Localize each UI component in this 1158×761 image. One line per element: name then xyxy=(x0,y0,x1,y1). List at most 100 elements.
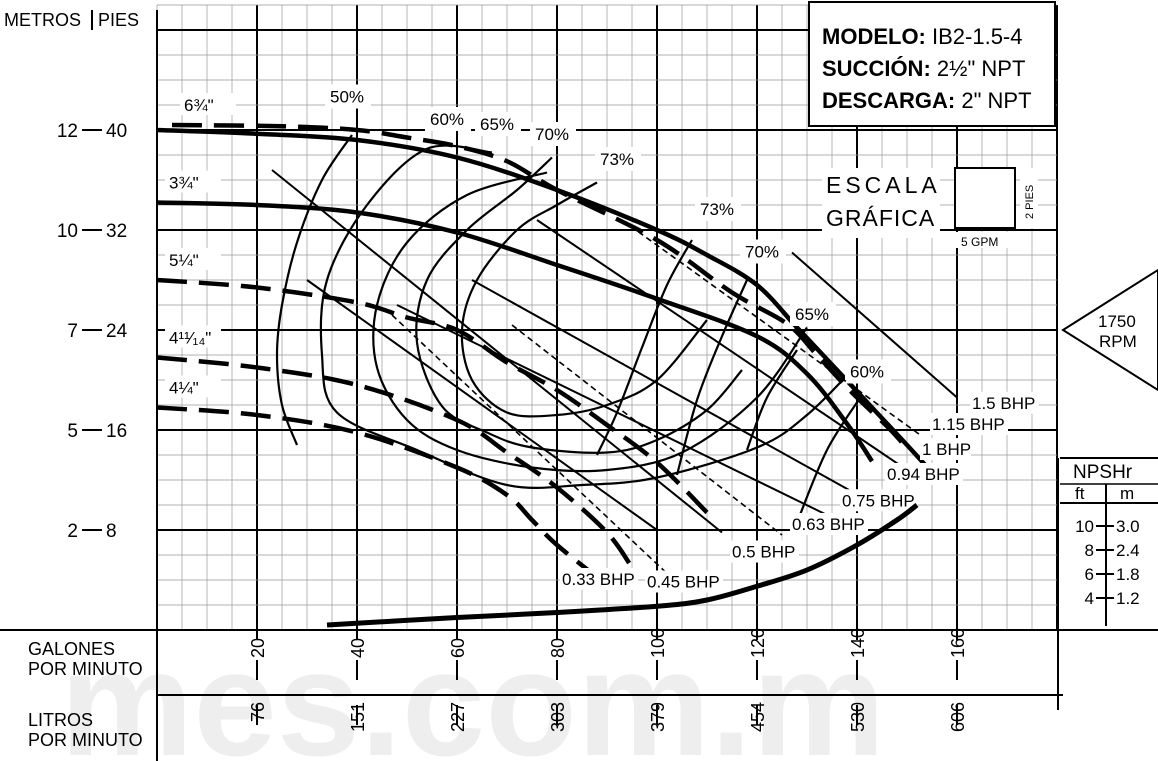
impeller-curve-line xyxy=(156,355,634,569)
efficiency-curves: 50% 60% 65% 70% 73% 73% 70% 65% 60% xyxy=(275,84,891,523)
gpm-tick-label: 160 xyxy=(948,628,968,658)
npshr-curve xyxy=(326,503,919,628)
efficiency-label-bg xyxy=(740,239,786,264)
efficiency-label-bg xyxy=(425,107,471,131)
npshr-row-m: 1.2 xyxy=(1116,589,1140,608)
gpm-tick-label: 20 xyxy=(248,638,268,658)
scale-horizontal-label: 5 GPM xyxy=(961,235,998,249)
efficiency-curve: 60% xyxy=(319,107,858,489)
rpm-indicator: 1750 RPM xyxy=(1061,268,1158,392)
y-tick-label-m: 12 xyxy=(57,121,78,142)
bhp-line-label: 0.75 BHP xyxy=(842,491,915,510)
y-tick-label-m: 5 xyxy=(67,421,78,442)
y-tick-label-m: 2 xyxy=(67,521,78,542)
efficiency-curve-line xyxy=(596,239,693,456)
descarga-row: DESCARGA: 2" NPT xyxy=(822,88,1032,113)
gpm-tick-label: 120 xyxy=(748,628,768,658)
gpm-tick-label: 80 xyxy=(548,638,568,658)
succion-key: SUCCIÓN: xyxy=(822,56,931,81)
efficiency-label-bg xyxy=(530,122,576,146)
npshr-row-ft: 10 xyxy=(1075,517,1094,536)
bhp-line-label: 0.63 BHP xyxy=(792,515,865,534)
y-tick-label-ft: 8 xyxy=(106,521,117,542)
efficiency-curve: 65% xyxy=(745,302,836,451)
model-info-box: MODELO: IB2-1.5-4 SUCCIÓN: 2½" NPT DESCA… xyxy=(808,1,1056,127)
chart-frame xyxy=(0,10,1158,761)
efficiency-curve-label: 70% xyxy=(745,243,779,262)
lpm-tick-label: 76 xyxy=(248,702,268,722)
watermark: mes.com.m xyxy=(60,619,885,761)
bhp-label-bg xyxy=(840,489,918,512)
impeller-curve: 4¹¹⁄₁₄" xyxy=(156,325,634,569)
bhp-line: 1.5 BHP xyxy=(791,251,1039,414)
efficiency-label-bg xyxy=(845,359,891,384)
bhp-label-bg xyxy=(790,513,868,535)
efficiency-label-bg xyxy=(325,84,371,109)
efficiency-curve: 70% xyxy=(675,239,786,476)
impeller-curves: 6¾" 3¾" 5¼" 4¹¹⁄₁₄" 4¼" xyxy=(156,93,934,587)
y-tick-label-m: 7 xyxy=(67,321,78,342)
descarga-value: 2" NPT xyxy=(955,88,1031,113)
bhp-label-bg xyxy=(930,413,1008,435)
bhp-line-path xyxy=(471,279,868,501)
y-axis-metros-header: METROS xyxy=(4,10,81,30)
impeller-label-bg xyxy=(180,93,236,115)
lpm-label-line1: LITROS xyxy=(28,710,93,730)
efficiency-curve-label: 73% xyxy=(600,150,634,169)
lpm-tick-label: 151 xyxy=(348,702,368,732)
efficiency-curve-line xyxy=(745,349,798,451)
efficiency-label-bg xyxy=(475,112,521,136)
bhp-line-label: 0.94 BHP xyxy=(887,465,960,484)
efficiency-curve: 70% xyxy=(415,122,743,454)
bhp-label-bg xyxy=(920,438,971,460)
lpm-tick-label: 303 xyxy=(548,702,568,732)
y-tick-label-ft: 32 xyxy=(106,221,127,242)
efficiency-curve: 73% xyxy=(460,147,708,418)
bhp-line-path xyxy=(306,279,658,531)
efficiency-curve-line xyxy=(415,156,743,454)
scale-line1: ESCALA xyxy=(826,172,941,198)
efficiency-curve-label: 60% xyxy=(430,110,464,129)
lpm-tick-label: 530 xyxy=(848,702,868,732)
efficiency-curve-label: 70% xyxy=(535,125,569,144)
impeller-curve-line xyxy=(156,277,709,515)
bhp-label-bg xyxy=(970,391,1039,414)
bhp-line-path xyxy=(391,314,683,589)
bhp-lines: 1.5 BHP 1.15 BHP 1 BHP 0.94 BHP 0.75 BHP 0.63… xyxy=(271,169,1039,593)
impeller-curve: 3¾" xyxy=(156,170,874,463)
npshr-col-m: m xyxy=(1120,484,1134,503)
efficiency-curve-label: 65% xyxy=(480,115,514,134)
y-tick-label-m: 10 xyxy=(57,221,78,242)
efficiency-curve-line xyxy=(319,144,858,489)
bhp-line: 0.63 BHP xyxy=(511,324,868,536)
efficiency-curve-line xyxy=(275,134,353,446)
efficiency-curve-line xyxy=(460,181,708,418)
impeller-curve-label: 5¼" xyxy=(169,251,199,270)
npshr-row-m: 3.0 xyxy=(1116,517,1140,536)
efficiency-curve-line xyxy=(795,394,863,523)
bhp-line: 0.33 BHP xyxy=(306,279,658,590)
y-tick-label-ft: 24 xyxy=(106,321,128,342)
bhp-line-path xyxy=(791,251,958,399)
model-row: MODELO: IB2-1.5-4 xyxy=(822,24,1023,49)
y-axis-ticks: 2 8 5 16 7 24 10 32 12 40 xyxy=(30,118,150,542)
bhp-line: 1.15 BHP xyxy=(621,219,1008,437)
rpm-unit: RPM xyxy=(1099,332,1137,351)
y-axis-pies-header: PIES xyxy=(98,10,139,30)
npshr-row-m: 2.4 xyxy=(1116,541,1140,560)
impeller-label-bg xyxy=(165,375,221,398)
bhp-line-label: 0.45 BHP xyxy=(647,573,720,592)
gpm-tick-label: 40 xyxy=(348,638,368,658)
bhp-line: 0.5 BHP xyxy=(271,169,799,563)
impeller-label-bg xyxy=(165,170,221,193)
impeller-curve-label: 4¹¹⁄₁₄" xyxy=(169,329,211,348)
bhp-line-label: 1.5 BHP xyxy=(972,394,1035,413)
efficiency-curve: 65% xyxy=(372,112,808,473)
model-key: MODELO: xyxy=(822,24,926,49)
npshr-title: NPSHr xyxy=(1073,462,1133,483)
efficiency-curve-label: 60% xyxy=(850,363,884,382)
efficiency-curve-line xyxy=(675,279,749,476)
impeller-curve: 6¾" xyxy=(171,93,904,445)
impeller-curve xyxy=(156,127,934,475)
bhp-line-path xyxy=(511,324,783,536)
